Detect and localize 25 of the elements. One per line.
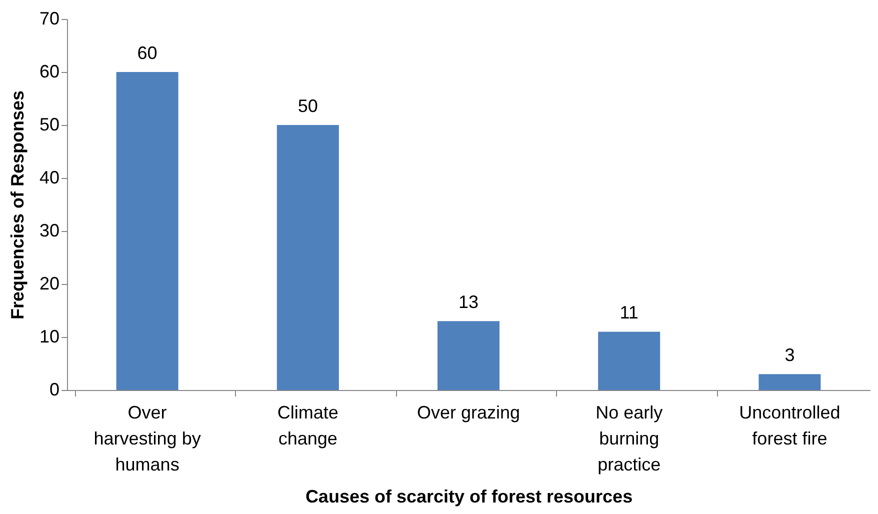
bar bbox=[276, 125, 339, 390]
data-label: 13 bbox=[458, 292, 479, 312]
y-tick-label: 10 bbox=[39, 326, 60, 346]
y-axis-title: Frequencies of Responses bbox=[7, 90, 28, 320]
x-tick-label: Over grazing bbox=[416, 402, 520, 422]
bar bbox=[598, 332, 660, 390]
y-tick-label: 20 bbox=[39, 274, 60, 294]
data-label: 60 bbox=[137, 43, 158, 63]
x-tick-label: Climate change bbox=[277, 402, 338, 448]
bar bbox=[438, 321, 500, 390]
data-label: 50 bbox=[298, 96, 318, 116]
y-tick-label: 60 bbox=[39, 62, 60, 82]
y-tick-label: 50 bbox=[39, 114, 60, 134]
y-tick-label: 30 bbox=[39, 220, 60, 240]
x-axis-title: Causes of scarcity of forest resources bbox=[305, 486, 633, 506]
data-label: 11 bbox=[620, 302, 638, 323]
y-tick-label: 40 bbox=[39, 168, 60, 188]
x-tick-label: Uncontrolled forest fire bbox=[739, 402, 840, 448]
x-tick-label: Over harvesting by humans bbox=[94, 402, 201, 474]
x-tick-label: No early burning practice bbox=[596, 402, 663, 474]
bar bbox=[758, 374, 821, 390]
bar bbox=[116, 72, 178, 390]
y-tick-label: 0 bbox=[49, 380, 60, 400]
y-tick-label: 70 bbox=[39, 8, 60, 28]
data-label: 3 bbox=[784, 345, 795, 366]
